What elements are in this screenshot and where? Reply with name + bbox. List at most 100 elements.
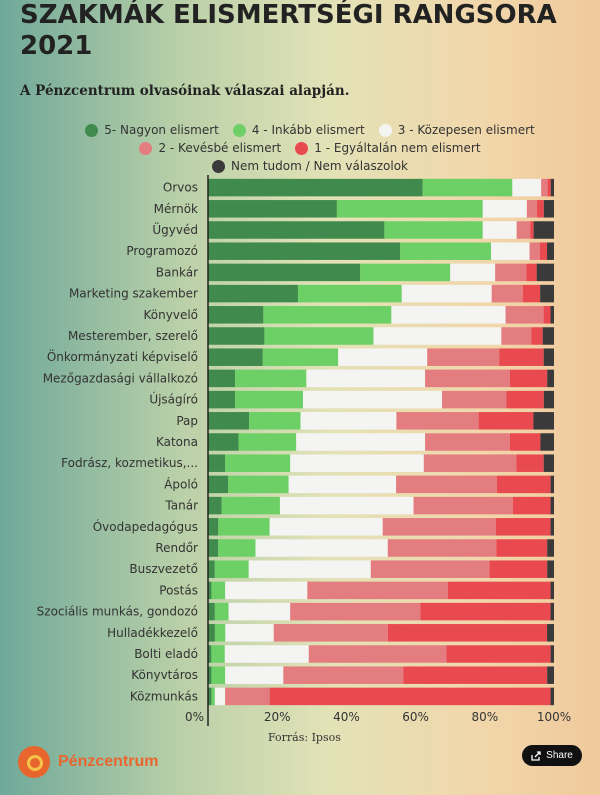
bar-segment bbox=[228, 475, 289, 494]
legend-item-na[interactable]: Nem tudom / Nem válaszolok bbox=[211, 157, 408, 175]
bar-segment bbox=[526, 200, 538, 218]
bar-segment bbox=[526, 263, 537, 282]
bar-segment bbox=[420, 602, 551, 621]
bar-segment bbox=[391, 306, 506, 324]
bar-segment bbox=[543, 348, 554, 366]
legend-item-1[interactable]: 1 - Egyáltalán nem elismert bbox=[295, 139, 481, 157]
bar-segment bbox=[208, 624, 215, 642]
legend-swatch-1 bbox=[295, 141, 309, 155]
bar-segment bbox=[512, 496, 551, 515]
bar-segment bbox=[300, 412, 397, 430]
bar-segment bbox=[211, 666, 226, 684]
bar-segment bbox=[413, 496, 513, 515]
chart-legend: 5- Nagyon elismert 4 - Inkább elismert 3… bbox=[60, 121, 560, 175]
bar-segment bbox=[262, 348, 339, 366]
bar-segment bbox=[516, 454, 544, 472]
bar-segment bbox=[536, 263, 554, 282]
bar-segment bbox=[208, 178, 423, 197]
bar-segment bbox=[446, 645, 551, 663]
category-label: Szociális munkás, gondozó bbox=[37, 605, 198, 619]
bar-segment bbox=[425, 433, 510, 451]
bar-segment bbox=[307, 581, 448, 600]
legend-label-5: 5- Nagyon elismert bbox=[104, 123, 219, 137]
bar-segment bbox=[208, 390, 236, 409]
bar-segment bbox=[228, 602, 291, 621]
bar-segment bbox=[208, 581, 212, 600]
bar-segment bbox=[208, 560, 215, 578]
bar-segment bbox=[208, 539, 219, 557]
legend-item-3[interactable]: 3 - Közepesen elismert bbox=[378, 121, 535, 139]
bar-segment bbox=[225, 624, 274, 642]
bar-segment bbox=[547, 560, 554, 578]
legend-item-4[interactable]: 4 - Inkább elismert bbox=[232, 121, 365, 139]
category-label: Postás bbox=[159, 583, 198, 597]
page-title: SZAKMÁK ELISMERTSÉGI RANGSORA 2021 bbox=[20, 0, 557, 61]
logo-text: Pénzcentrum bbox=[58, 753, 159, 770]
category-label: Újságíró bbox=[149, 392, 198, 407]
bar-segment bbox=[550, 602, 554, 621]
bar-segment bbox=[387, 624, 548, 642]
category-label: Hulladékkezelő bbox=[107, 626, 198, 640]
bar-segment bbox=[450, 263, 496, 282]
bar-segment bbox=[550, 581, 554, 600]
bar-segment bbox=[403, 666, 548, 684]
bar-segment bbox=[387, 539, 497, 557]
bar-segment bbox=[360, 263, 451, 282]
category-label: Tanár bbox=[164, 499, 198, 513]
bar-segment bbox=[550, 178, 554, 197]
bar-segment bbox=[495, 518, 551, 536]
legend-label-1: 1 - Egyáltalán nem elismert bbox=[314, 141, 481, 155]
bar-segment bbox=[273, 624, 388, 642]
bar-segment bbox=[208, 518, 219, 536]
bar-segment bbox=[208, 433, 239, 451]
legend-label-4: 4 - Inkább elismert bbox=[251, 123, 365, 137]
bar-segment bbox=[208, 454, 226, 472]
x-tick-label: 40% bbox=[333, 710, 360, 724]
bar-segment bbox=[211, 581, 226, 600]
bar-segment bbox=[208, 412, 250, 430]
category-label: Pap bbox=[176, 414, 198, 428]
bar-segment bbox=[550, 475, 554, 494]
bar-segment bbox=[208, 327, 265, 345]
category-label: Katona bbox=[156, 435, 198, 449]
category-label: Könyvtáros bbox=[131, 668, 198, 682]
bar-segment bbox=[499, 348, 544, 366]
bar-segment bbox=[547, 242, 554, 260]
bar-segment bbox=[505, 306, 544, 324]
bar-segment bbox=[208, 348, 263, 366]
bar-segment bbox=[547, 369, 554, 388]
bar-segment bbox=[495, 263, 527, 282]
bar-segment bbox=[489, 560, 548, 578]
category-label: Könyvelő bbox=[144, 308, 198, 322]
bar-segment bbox=[235, 390, 303, 409]
bar-segment bbox=[208, 242, 401, 260]
bar-segment bbox=[214, 560, 249, 578]
bar-segment bbox=[496, 475, 551, 494]
category-label: Programozó bbox=[126, 244, 198, 258]
legend-swatch-na bbox=[211, 159, 225, 173]
share-label: Share bbox=[546, 750, 573, 761]
source-note: Forrás: Ipsos bbox=[268, 731, 341, 744]
bar-segment bbox=[218, 518, 270, 536]
bar-segment bbox=[550, 518, 554, 536]
share-button[interactable]: Share bbox=[522, 745, 582, 766]
category-label: Bolti eladó bbox=[134, 647, 198, 661]
bar-segment bbox=[290, 454, 424, 472]
legend-item-5[interactable]: 5- Nagyon elismert bbox=[85, 121, 219, 139]
bar-segment bbox=[373, 327, 502, 345]
legend-item-2[interactable]: 2 - Kevésbé elismert bbox=[139, 139, 281, 157]
bar-segment bbox=[208, 306, 264, 324]
bar-segment bbox=[396, 475, 497, 494]
bar-segment bbox=[249, 412, 301, 430]
category-label: Ügyvéd bbox=[152, 221, 198, 237]
bar-segment bbox=[478, 412, 534, 430]
brand-logo[interactable]: Pénzcentrum bbox=[18, 746, 158, 778]
bar-segment bbox=[491, 284, 523, 303]
legend-label-3: 3 - Közepesen elismert bbox=[397, 123, 535, 137]
bar-segment bbox=[540, 284, 554, 303]
category-label: Buszvezető bbox=[129, 562, 198, 576]
bar-segment bbox=[208, 496, 222, 515]
bar-segment bbox=[279, 496, 414, 515]
bar-segment bbox=[482, 200, 527, 218]
bar-segment bbox=[423, 454, 517, 472]
